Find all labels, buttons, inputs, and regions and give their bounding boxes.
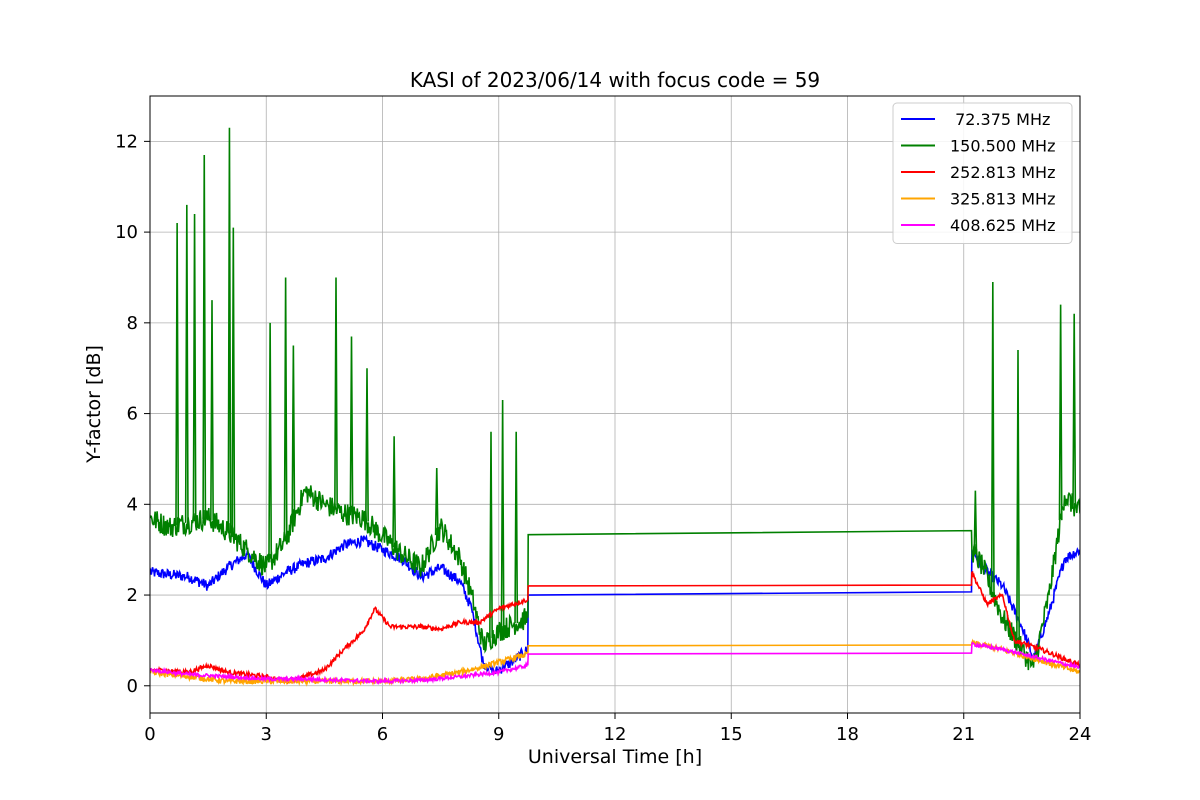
series-spike-1 xyxy=(1058,304,1063,521)
series-spike-1 xyxy=(489,431,493,639)
y-tick-label: 12 xyxy=(115,131,138,152)
series-spike-1 xyxy=(231,227,236,537)
series-spike-1 xyxy=(1016,350,1020,644)
series-spike-1 xyxy=(210,300,214,521)
series-spike-1 xyxy=(514,431,519,624)
x-tick-label: 0 xyxy=(144,724,155,745)
series-line-0 xyxy=(150,534,1080,675)
x-tick-label: 3 xyxy=(261,724,272,745)
x-tick-label: 6 xyxy=(377,724,388,745)
legend-label: 72.375 MHz xyxy=(950,110,1050,129)
series-spike-1 xyxy=(184,204,189,523)
x-axis-label: Universal Time [h] xyxy=(528,746,702,768)
y-tick-label: 8 xyxy=(127,313,138,334)
chart-title: KASI of 2023/06/14 with focus code = 59 xyxy=(410,68,820,92)
series-spike-1 xyxy=(349,336,354,516)
series-spike-1 xyxy=(973,490,978,556)
series-spike-1 xyxy=(500,399,505,630)
legend-label: 252.813 MHz xyxy=(950,163,1055,182)
x-tick-label: 24 xyxy=(1069,724,1092,745)
legend-label: 325.813 MHz xyxy=(950,190,1055,209)
x-tick-label: 12 xyxy=(604,724,627,745)
series-spike-1 xyxy=(227,127,232,534)
series-spike-1 xyxy=(283,277,288,541)
series-spike-1 xyxy=(268,322,273,563)
legend: 72.375 MHz 150.500 MHz 252.813 MHz 325.813 … xyxy=(892,102,1073,244)
series-spike-1 xyxy=(434,468,439,536)
y-tick-label: 0 xyxy=(127,676,138,697)
y-tick-label: 10 xyxy=(115,222,138,243)
series-spike-1 xyxy=(392,436,397,547)
series-group xyxy=(150,127,1080,687)
x-tick-label: 9 xyxy=(493,724,504,745)
series-spike-1 xyxy=(990,282,995,593)
series-spike-1 xyxy=(365,368,369,522)
y-axis-label: Y-factor [dB] xyxy=(83,345,105,464)
series-line-4 xyxy=(150,641,1080,685)
series-spike-1 xyxy=(192,213,197,522)
legend-box xyxy=(892,102,1073,244)
legend-label: 408.625 MHz xyxy=(950,216,1055,235)
legend-label: 150.500 MHz xyxy=(950,137,1055,156)
x-tick-label: 15 xyxy=(720,724,743,745)
series-spike-1 xyxy=(1072,313,1077,507)
series-spike-1 xyxy=(291,345,296,521)
y-tick-label: 4 xyxy=(127,494,138,515)
y-tick-label: 2 xyxy=(127,585,138,606)
x-tick-label: 18 xyxy=(836,724,859,745)
series-spike-1 xyxy=(334,277,338,510)
y-tick-label: 6 xyxy=(127,404,138,425)
x-tick-label: 21 xyxy=(952,724,975,745)
series-spike-1 xyxy=(202,154,207,519)
series-spike-1 xyxy=(175,223,180,526)
